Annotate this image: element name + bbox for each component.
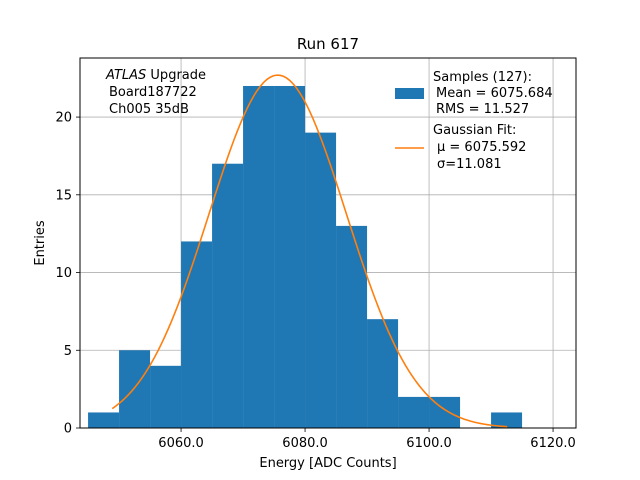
histogram-bar: [398, 396, 430, 428]
legend-samples-rms: RMS = 11.527: [436, 102, 529, 117]
histogram-bar: [88, 412, 120, 428]
annotation-line-1: ATLAS Upgrade: [105, 68, 206, 83]
y-tick-label: 20: [55, 111, 72, 126]
x-axis-label: Energy [ADC Counts]: [259, 456, 396, 471]
histogram-bar: [274, 85, 306, 429]
x-tick-label: 6080.0: [282, 436, 328, 451]
y-axis-label: Entries: [33, 220, 48, 266]
legend-swatch-samples: [395, 88, 424, 99]
x-tick-label: 6100.0: [406, 436, 452, 451]
y-tick-label: 5: [64, 344, 72, 359]
legend-samples-mean: Mean = 6075.684: [436, 86, 553, 101]
annotation-board: Board187722: [109, 85, 197, 100]
histogram-bars: [88, 85, 523, 429]
x-tick-label: 6120.0: [530, 436, 576, 451]
histogram-bar: [305, 132, 337, 429]
histogram-bar: [367, 319, 399, 428]
gaussian-fit-line: [111, 74, 508, 428]
legend-fit-sigma: σ=11.081: [437, 157, 502, 172]
plot-frame: [79, 57, 577, 429]
x-tick-label: 6060.0: [158, 436, 204, 451]
annotation-upgrade: Upgrade: [150, 68, 206, 83]
atlas-annotation: ATLAS Upgrade Board187722 Ch005 35dB: [105, 68, 206, 117]
annotation-experiment: ATLAS: [105, 68, 146, 83]
y-tick-label: 10: [55, 266, 72, 281]
histogram-bar: [150, 365, 182, 428]
histogram-bar: [212, 163, 244, 428]
legend-samples-label: Samples (127):: [433, 70, 532, 85]
chart-title: Run 617: [297, 35, 359, 53]
legend: Samples (127): Mean = 6075.684 RMS = 11.…: [395, 70, 553, 172]
histogram-bar: [181, 241, 213, 428]
histogram-bar: [243, 85, 275, 429]
histogram-bar: [491, 412, 523, 428]
y-tick-label: 0: [64, 422, 72, 437]
y-tick-label: 15: [55, 188, 72, 203]
histogram-bar: [336, 225, 368, 428]
legend-fit-mu: μ = 6075.592: [437, 140, 526, 155]
gaussian-fit: [111, 74, 508, 428]
axis-ticks: 6060.0 6080.0 6100.0 6120.0 0 5 10 15 20: [55, 111, 575, 451]
legend-fit-label: Gaussian Fit:: [433, 123, 516, 138]
histogram-bar: [119, 350, 151, 428]
annotation-channel: Ch005 35dB: [109, 102, 189, 117]
